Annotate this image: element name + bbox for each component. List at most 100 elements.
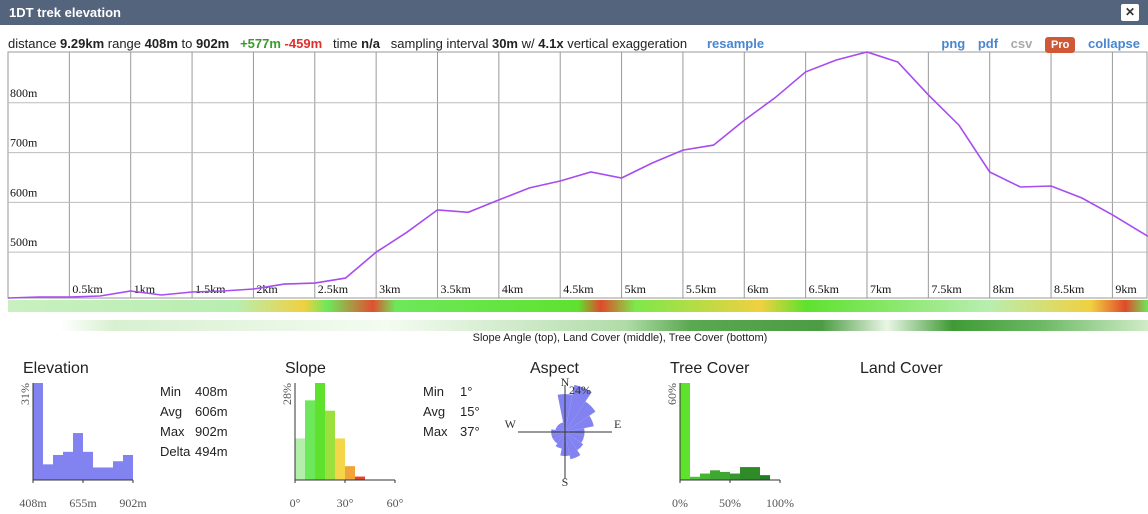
x-tick-label: 5.5km (686, 282, 717, 296)
pdf-link[interactable]: pdf (977, 36, 999, 51)
x-tick-label: 0.5km (72, 282, 103, 296)
bar (335, 438, 345, 480)
csv-link[interactable]: csv (1010, 36, 1033, 51)
bar (690, 476, 700, 480)
bar (123, 454, 133, 480)
bar (73, 433, 83, 480)
label: vertical exaggeration (567, 36, 688, 51)
y-tick-label: 600m (10, 185, 38, 199)
bar (740, 467, 750, 480)
value: 408m (144, 36, 178, 51)
stat-value: 15° (460, 404, 480, 419)
x-tick-label: 0% (672, 496, 688, 510)
x-tick-label: 655m (69, 496, 97, 510)
x-tick-label: 60° (387, 496, 404, 510)
stat-label: Min (160, 384, 181, 399)
x-tick-label: 100% (766, 496, 794, 510)
panel-title: Aspect (530, 360, 579, 377)
x-tick-label: 902m (119, 496, 147, 510)
gain: +577m (240, 36, 281, 51)
bar (33, 383, 43, 480)
aspect-sector (565, 384, 592, 432)
value: 902m (195, 36, 230, 51)
y-tick-label: 800m (10, 86, 38, 100)
bar (325, 410, 335, 480)
bar (680, 383, 690, 480)
bar (345, 466, 355, 480)
bar (720, 471, 730, 480)
bar (295, 438, 305, 480)
aspect-sector (565, 415, 594, 432)
direction-label: N (561, 375, 570, 389)
label: w/ (521, 36, 535, 51)
bar (305, 400, 315, 480)
stat-value: 606m (195, 404, 228, 419)
bar (700, 473, 710, 480)
charts: Slope Angle (top), Land Cover (middle), … (7, 51, 1148, 510)
panel-title: Tree Cover (670, 360, 750, 377)
plot-frame (7, 51, 1148, 299)
x-tick-label: 4km (502, 282, 524, 296)
bar (103, 467, 113, 480)
label: distance (8, 36, 57, 51)
aspect-sector (565, 432, 581, 460)
aspect-sector (565, 401, 596, 432)
bar (750, 467, 760, 480)
png-link[interactable]: png (941, 36, 966, 51)
x-tick-label: 408m (19, 496, 47, 510)
direction-label: E (614, 417, 621, 431)
bar (730, 473, 740, 480)
aspect-sector (555, 432, 565, 449)
stat-value: 37° (460, 424, 480, 439)
elevation-line (7, 51, 1148, 299)
bar (63, 451, 73, 480)
panel-title: Land Cover (860, 360, 943, 377)
aspect-sector (556, 423, 565, 432)
slope-strip (8, 300, 1148, 312)
resample-link[interactable]: resample (707, 36, 765, 51)
collapse-link[interactable]: collapse (1087, 36, 1140, 51)
y-tick-label: 60% (665, 383, 679, 405)
title-bar: 1DT trek elevation ✕ (0, 0, 1148, 25)
x-tick-label: 50% (719, 496, 741, 510)
stat-value: 1° (460, 384, 472, 399)
aspect-sector (551, 432, 565, 440)
x-tick-label: 3.5km (440, 282, 471, 296)
stat-label: Min (423, 384, 444, 399)
stat-label: Max (423, 424, 448, 439)
close-button[interactable]: ✕ (1121, 4, 1139, 21)
x-tick-label: 8km (993, 282, 1015, 296)
actions: png pdf csv Pro collapse (932, 36, 1140, 53)
aspect-sector (565, 432, 585, 443)
y-tick-label: 28% (280, 383, 294, 405)
y-tick-label: 31% (18, 383, 32, 405)
value: 30m (491, 36, 518, 51)
bar (113, 461, 123, 480)
direction-label: W (505, 417, 517, 431)
x-tick-label: 3km (379, 282, 401, 296)
x-tick-label: 0° (290, 496, 301, 510)
x-tick-label: 7.5km (931, 282, 962, 296)
y-tick-label: 500m (10, 235, 38, 249)
x-tick-label: 4.5km (563, 282, 594, 296)
pro-badge[interactable]: Pro (1045, 37, 1076, 53)
y-tick-label: 700m (10, 136, 38, 150)
strip-caption: Slope Angle (top), Land Cover (middle), … (473, 332, 768, 344)
value: 9.29km (60, 36, 105, 51)
aspect-sector (553, 432, 565, 444)
summary: distance 9.29km range 408m to 902m +577m… (8, 36, 764, 51)
label: time (332, 36, 358, 51)
x-tick-label: 9km (1115, 282, 1137, 296)
label: range (107, 36, 142, 51)
x-tick-label: 5km (625, 282, 647, 296)
stat-label: Avg (160, 404, 182, 419)
bar (83, 451, 93, 480)
stat-label: Max (160, 424, 185, 439)
x-tick-label: 1.5km (195, 282, 226, 296)
panel-title: Slope (285, 360, 326, 377)
x-tick-label: 2km (256, 282, 278, 296)
value: n/a (361, 36, 380, 51)
bar (43, 464, 53, 480)
direction-label: S (562, 475, 569, 489)
